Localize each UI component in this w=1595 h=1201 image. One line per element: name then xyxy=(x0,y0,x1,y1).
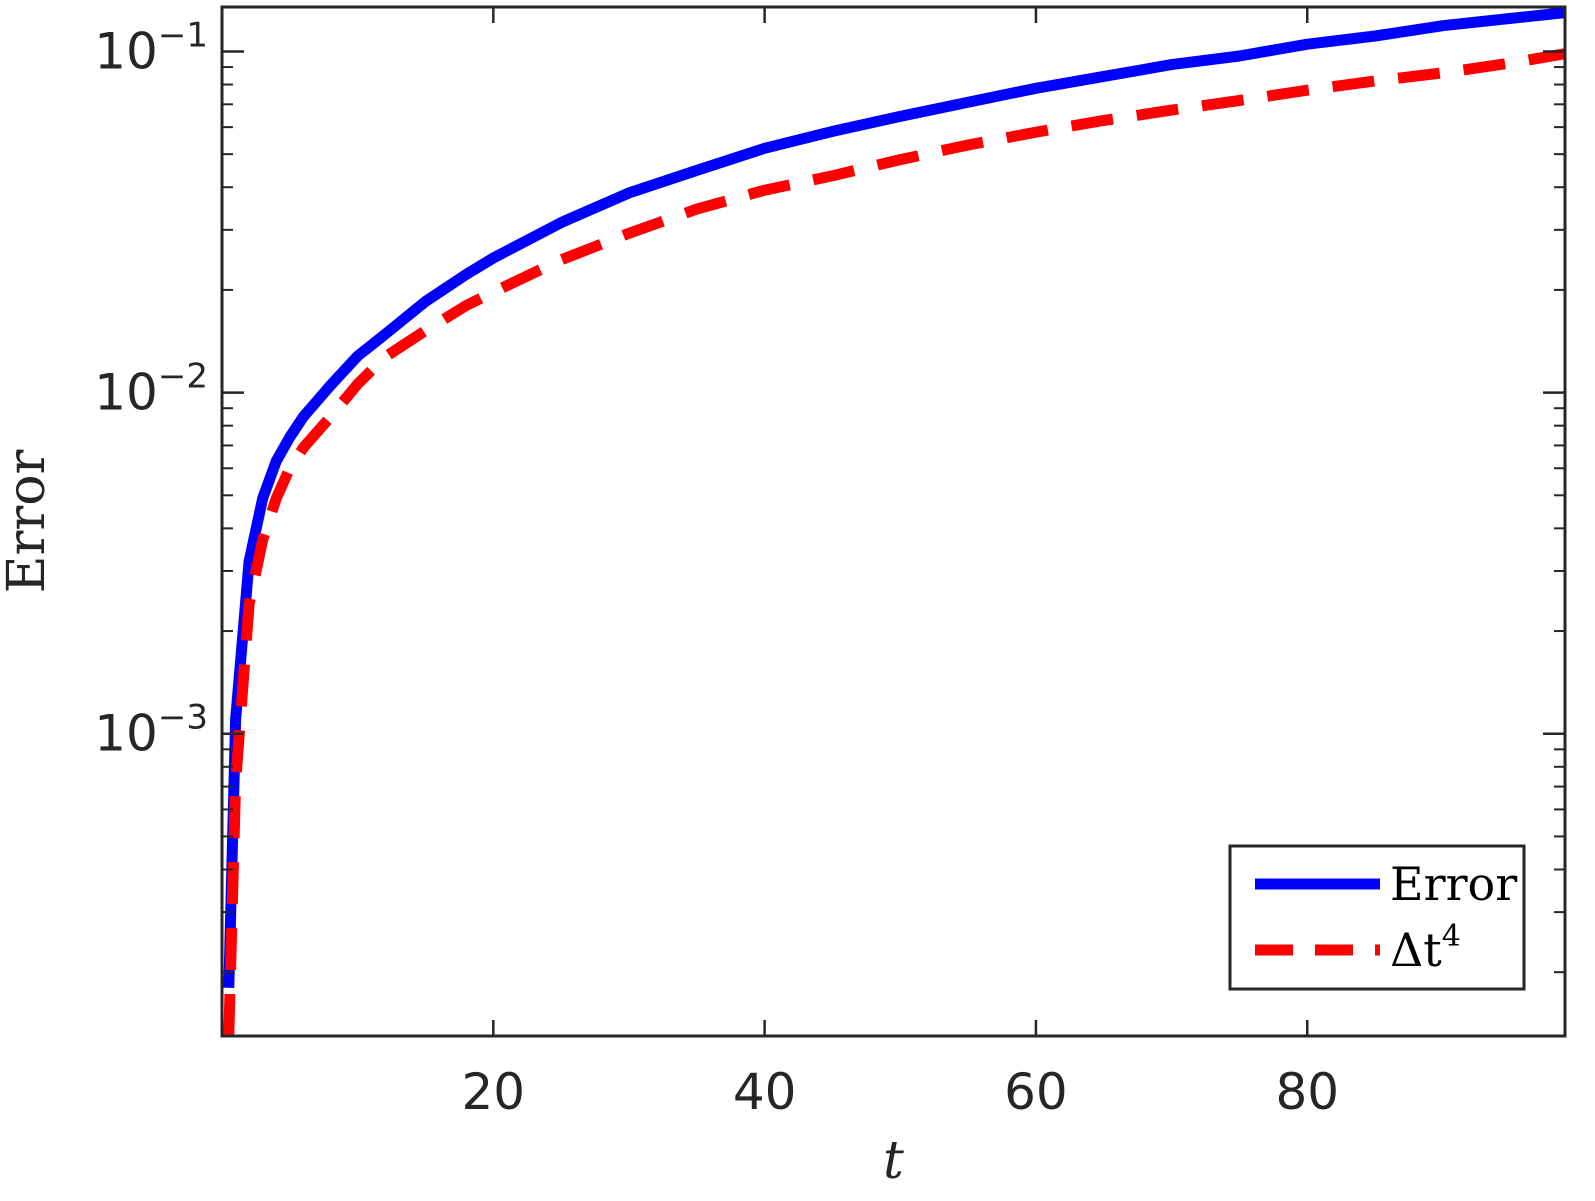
legend-label-delta-t4: Δt4 xyxy=(1390,919,1461,977)
ticks: 20 40 60 80 10−3 10−2 10−1 xyxy=(94,7,1565,1121)
x-tick-label: 40 xyxy=(733,1063,797,1121)
y-axis-label: Error xyxy=(0,449,57,593)
plot-area xyxy=(223,7,1566,1037)
y-tick-label: 10−1 xyxy=(94,15,208,80)
y-tick-label: 10−3 xyxy=(94,698,208,763)
legend-label-exponent: 4 xyxy=(1442,919,1461,954)
legend-box xyxy=(1228,844,1526,991)
x-tick-label: 60 xyxy=(1004,1063,1068,1121)
series-line-error xyxy=(223,7,1566,988)
legend: Error Δt4 xyxy=(1228,844,1526,991)
x-axis-label: t xyxy=(883,1131,904,1191)
x-tick-label: 80 xyxy=(1275,1063,1339,1121)
axes-box xyxy=(220,5,1567,1038)
x-tick-label: 20 xyxy=(462,1063,526,1121)
y-tick-label: 10−2 xyxy=(94,357,208,422)
series-line-delta-t4 xyxy=(223,48,1566,1037)
legend-label-delta-t: Δt xyxy=(1390,923,1442,977)
legend-label-error: Error xyxy=(1390,857,1517,911)
